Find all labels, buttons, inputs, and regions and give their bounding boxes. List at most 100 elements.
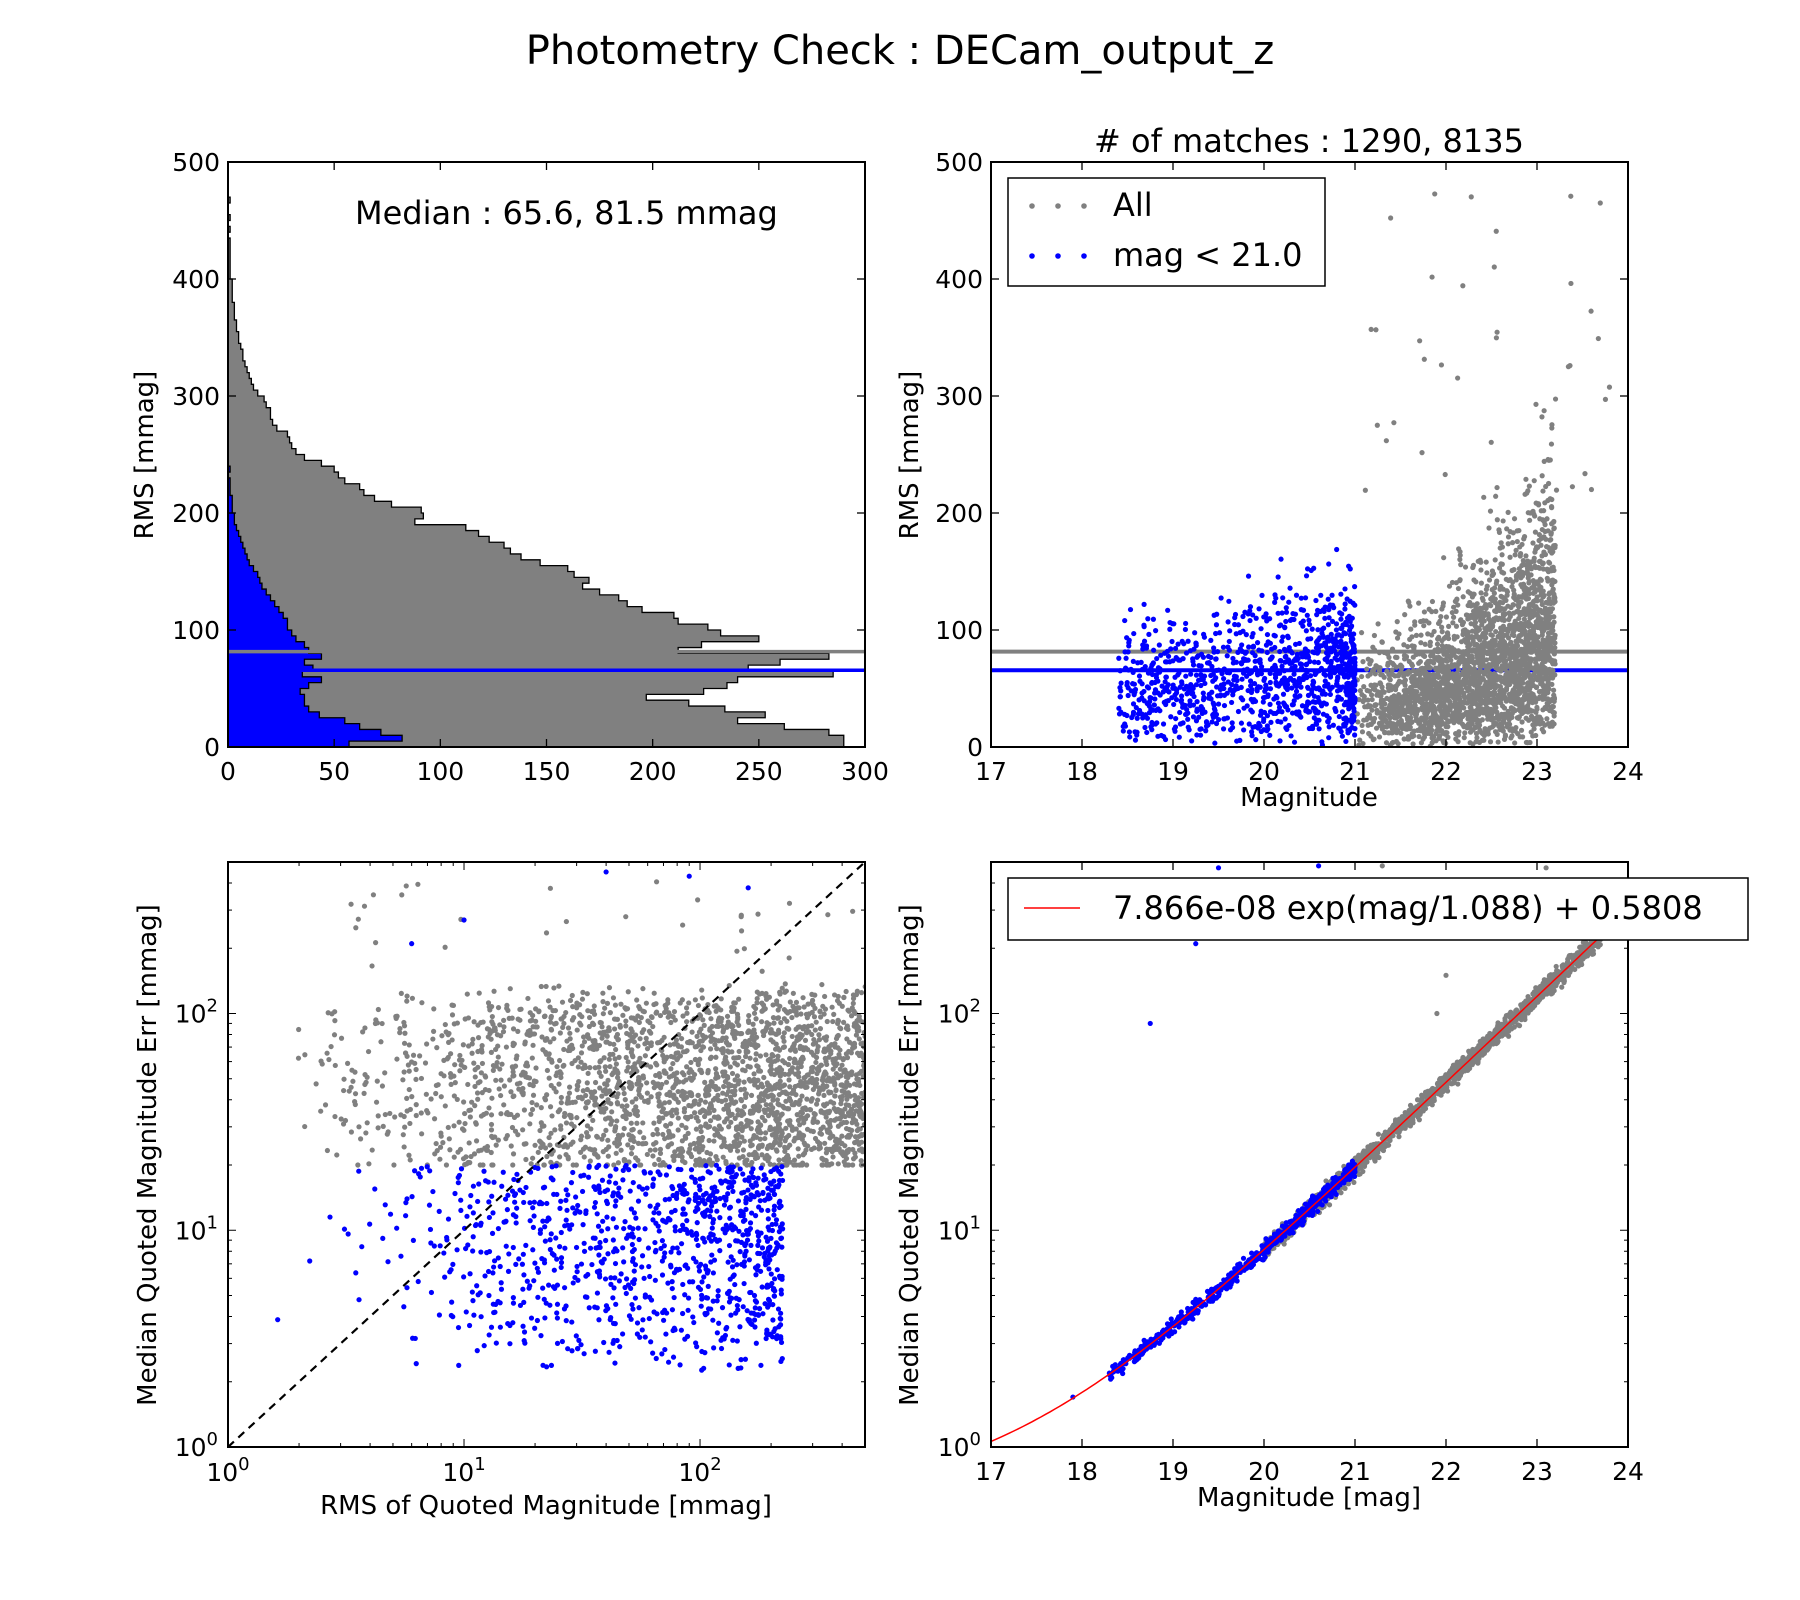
point-all [1546,686,1552,692]
point-all [1476,719,1483,725]
point-all [493,1077,499,1083]
point-all [1482,726,1488,732]
point-bright [1273,679,1279,685]
point-all [1491,691,1498,698]
point-all [657,1146,664,1152]
point-bright [1287,585,1293,591]
point-bright [1333,621,1340,627]
point-all [1377,680,1383,686]
point-all [1416,733,1422,740]
point-all [1362,487,1368,493]
point-all [1507,651,1513,658]
point-all [1370,644,1376,650]
point-all [1435,636,1441,642]
point-all [1494,655,1501,661]
point-bright [1328,658,1334,664]
point-bright [1211,612,1217,618]
point-all [1463,639,1469,646]
point-all [338,1035,345,1041]
point-all [1454,689,1461,695]
point-bright [1304,674,1310,681]
point-all [1568,280,1574,287]
point-bright [1248,683,1254,689]
point-all [1545,721,1552,727]
point-all [457,1068,463,1074]
point-all [1516,665,1522,671]
point-all [1530,665,1536,671]
point-all [1511,632,1517,639]
point-all [1527,517,1533,523]
point-bright [1291,671,1297,677]
point-bright [1210,714,1217,720]
point-all [787,1047,794,1053]
point-all [1493,628,1499,635]
point-all [1440,676,1446,682]
point-bright [1347,632,1353,638]
point-all [1435,689,1442,695]
point-all [1504,589,1510,595]
point-bright [1252,653,1258,659]
point-all [1546,591,1552,597]
point-bright [1139,695,1145,701]
point-bright [1275,718,1281,724]
point-all [1457,577,1463,583]
point-bright [1148,724,1154,730]
point-bright [1159,683,1165,689]
point-all [741,1079,747,1085]
point-bright [1151,647,1157,653]
point-all [1542,704,1548,711]
point-bright [1339,709,1346,715]
point-all [1509,733,1515,739]
point-all [641,1135,647,1141]
point-all [1525,619,1531,625]
y-ytick-label: 400 [935,265,983,294]
point-bright [1293,592,1300,598]
point-all [463,1154,469,1160]
point-all [720,1154,726,1160]
point-bright [1126,637,1132,643]
point-all [464,991,470,997]
point-bright [1242,668,1248,675]
point-bright [1338,729,1344,735]
point-all [1429,274,1435,280]
point-all [1387,709,1393,715]
point-all [1460,283,1466,289]
point-all [1380,697,1386,704]
point-all [775,1015,782,1021]
point-all [1382,729,1388,736]
point-bright [1261,709,1268,716]
point-all [1533,597,1539,603]
point-bright [1213,667,1220,674]
point-all [1365,673,1371,679]
point-bright [1291,739,1298,745]
point-all [1492,585,1498,591]
point-bright [1185,716,1191,722]
point-all [1384,668,1390,674]
point-all [1546,596,1552,602]
point-bright [1334,688,1341,694]
point-all [1516,604,1522,610]
point-all [1469,653,1475,659]
point-all [543,983,549,990]
point-bright [1292,667,1298,673]
point-all [684,1010,690,1016]
point-all [1507,554,1513,560]
point-all [615,1160,621,1166]
legend-box [1007,177,1326,287]
point-all [1497,643,1503,649]
x-xtick-label: 21 [1339,757,1371,786]
point-all [398,990,404,997]
point-all [1487,508,1494,514]
point-all [713,1054,719,1060]
point-all [1532,529,1539,535]
point-bright [1264,631,1271,638]
point-all [1373,682,1379,688]
point-all [1511,567,1517,573]
point-bright [1175,641,1181,647]
point-all [1469,628,1476,634]
point-bright [1340,649,1347,655]
point-all [1465,680,1471,686]
point-bright [1292,641,1299,647]
point-all [1434,648,1440,655]
point-all [1385,662,1391,668]
